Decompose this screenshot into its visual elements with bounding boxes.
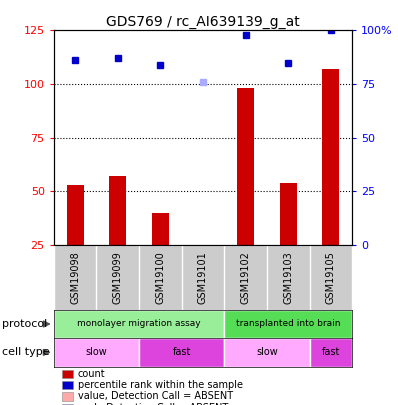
Text: cell type: cell type	[2, 347, 50, 357]
Text: rank, Detection Call = ABSENT: rank, Detection Call = ABSENT	[78, 403, 228, 405]
Text: GSM19103: GSM19103	[283, 251, 293, 304]
Text: percentile rank within the sample: percentile rank within the sample	[78, 380, 243, 390]
Bar	[280, 183, 297, 245]
Bar	[224, 310, 352, 338]
Text: fast: fast	[322, 347, 340, 357]
Bar	[224, 338, 310, 367]
Text: protocol: protocol	[2, 319, 47, 329]
Bar	[237, 88, 254, 245]
Bar	[322, 69, 339, 245]
Text: GSM19099: GSM19099	[113, 251, 123, 304]
Bar	[54, 310, 224, 338]
Text: monolayer migration assay: monolayer migration assay	[77, 320, 201, 328]
Bar	[54, 338, 139, 367]
Text: value, Detection Call = ABSENT: value, Detection Call = ABSENT	[78, 392, 233, 401]
Text: GSM19100: GSM19100	[155, 251, 165, 304]
Text: GSM19102: GSM19102	[241, 251, 251, 304]
Bar	[152, 213, 169, 245]
Text: GSM19101: GSM19101	[198, 251, 208, 304]
Title: GDS769 / rc_AI639139_g_at: GDS769 / rc_AI639139_g_at	[106, 15, 300, 29]
Text: count: count	[78, 369, 105, 379]
Text: transplanted into brain: transplanted into brain	[236, 320, 341, 328]
Text: slow: slow	[256, 347, 278, 357]
Bar	[139, 338, 224, 367]
Text: GSM19098: GSM19098	[70, 251, 80, 304]
Bar	[310, 338, 352, 367]
Text: slow: slow	[86, 347, 107, 357]
Text: fast: fast	[172, 347, 191, 357]
Text: GSM19105: GSM19105	[326, 251, 336, 304]
Bar	[66, 185, 84, 245]
Bar	[109, 176, 126, 245]
